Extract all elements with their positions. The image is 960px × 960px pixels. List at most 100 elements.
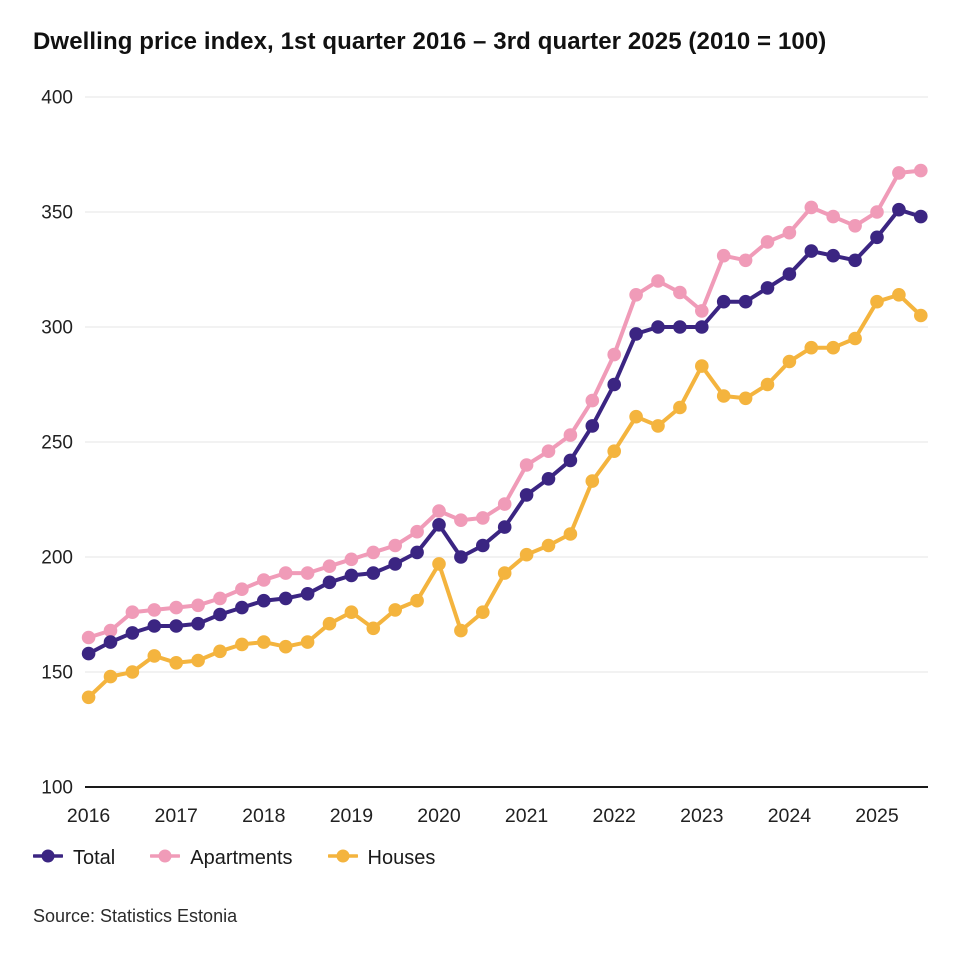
total-series-point [607, 377, 621, 392]
apartments-series-point [497, 497, 512, 511]
total-series-point [892, 202, 906, 217]
apartments-series-point [169, 600, 183, 615]
apartments-series-point [695, 304, 709, 318]
houses-series-point [585, 474, 600, 488]
apartments-series-point [585, 393, 600, 408]
legend-item-apartments[interactable]: Apartments [149, 846, 293, 870]
y-tick-label: 350 [41, 203, 73, 224]
houses-series-point [344, 605, 359, 619]
houses-series-point [607, 444, 621, 459]
houses-series-point [300, 635, 315, 649]
houses-series-point [322, 616, 337, 631]
total-series-point [476, 538, 490, 553]
total-series-point [388, 557, 403, 571]
x-tick-label: 2017 [155, 805, 198, 827]
houses-series-point [169, 656, 183, 670]
houses-series-point [695, 359, 709, 373]
total-series-point [410, 545, 424, 560]
x-tick-label: 2016 [67, 805, 110, 827]
apartments-series-point [563, 428, 578, 442]
apartments-series-point [607, 347, 621, 362]
total-series-point [695, 320, 709, 334]
x-tick-label: 2019 [330, 805, 373, 827]
x-tick-label: 2020 [417, 805, 461, 827]
total-series-point [760, 281, 775, 295]
houses-series-point [81, 690, 96, 705]
houses-series-point [235, 637, 249, 652]
apartments-series-point [760, 235, 775, 249]
apartments-series-point [848, 219, 862, 233]
source-note: Source: Statistics Estonia [33, 906, 238, 926]
apartments-series-point [651, 274, 665, 288]
apartments-series-point [892, 166, 906, 180]
apartments-series-point [235, 582, 249, 596]
houses-series-point [673, 400, 687, 415]
total-series-point [738, 294, 753, 309]
houses-series-point [278, 639, 293, 654]
total-series-point [344, 568, 359, 583]
apartments-series-point [257, 573, 271, 587]
apartments-series-point [103, 623, 118, 638]
y-tick-label: 400 [41, 88, 73, 109]
total-series-point [826, 248, 840, 263]
y-tick-label: 150 [41, 663, 73, 684]
total-series-point [541, 472, 556, 486]
apartments-series-point [300, 566, 315, 580]
houses-series-point [651, 419, 665, 433]
legend-label-total: Total [73, 846, 116, 869]
houses-series-point [629, 409, 643, 424]
total-series-point [497, 520, 512, 534]
y-tick-label: 300 [41, 318, 73, 339]
apartments-series-point [147, 603, 162, 617]
total-series-point [169, 619, 183, 633]
houses-series-point [848, 331, 862, 346]
houses-series-point [191, 653, 205, 668]
total-series-point [914, 209, 928, 224]
apartments-series-point [914, 163, 928, 178]
total-series-point [257, 593, 271, 608]
x-tick-label: 2024 [768, 805, 812, 827]
total-series-point [454, 550, 468, 564]
legend-item-houses[interactable]: Houses [326, 846, 436, 870]
chart-legend: Total Apartments Houses [32, 844, 436, 872]
total-series-marker-icon [32, 848, 64, 869]
chart-title: Dwelling price index, 1st quarter 2016 –… [33, 28, 827, 55]
legend-label-apartments: Apartments [190, 846, 293, 869]
x-tick-label: 2023 [680, 805, 723, 827]
apartments-series-point [541, 444, 556, 459]
apartments-series-point [125, 605, 140, 619]
apartments-series-point [716, 248, 731, 263]
x-tick-label: 2025 [855, 805, 899, 827]
total-series-point [432, 518, 446, 532]
apartments-series-point [191, 598, 205, 613]
apartments-series-point [804, 200, 819, 215]
houses-series-marker-icon [326, 848, 359, 869]
houses-series-point [410, 593, 424, 608]
houses-series-point [432, 557, 446, 571]
apartments-series-point [322, 559, 337, 573]
houses-series-point [541, 538, 556, 553]
houses-series-point [213, 644, 227, 659]
legend-label-houses: Houses [367, 846, 436, 869]
total-series-point [147, 619, 162, 633]
houses-series-point [497, 566, 512, 580]
houses-series-point [125, 665, 140, 679]
apartments-series-point [410, 524, 424, 539]
apartments-series-point [454, 513, 468, 527]
total-series-point [673, 320, 687, 334]
total-series-point [519, 488, 534, 502]
apartments-series-point [476, 511, 490, 525]
total-series-point [213, 607, 227, 622]
x-tick-label: 2018 [242, 805, 285, 827]
total-series-point [804, 244, 819, 258]
total-series-line [86, 207, 923, 656]
houses-series-point [716, 389, 731, 403]
legend-item-total[interactable]: Total [32, 846, 116, 870]
houses-series-point [760, 377, 775, 392]
houses-series-point [103, 669, 118, 684]
apartments-series-point [81, 630, 96, 645]
total-series-point [651, 320, 665, 334]
houses-series-point [870, 294, 884, 309]
y-tick-label: 200 [41, 548, 73, 569]
houses-series-point [782, 354, 797, 369]
